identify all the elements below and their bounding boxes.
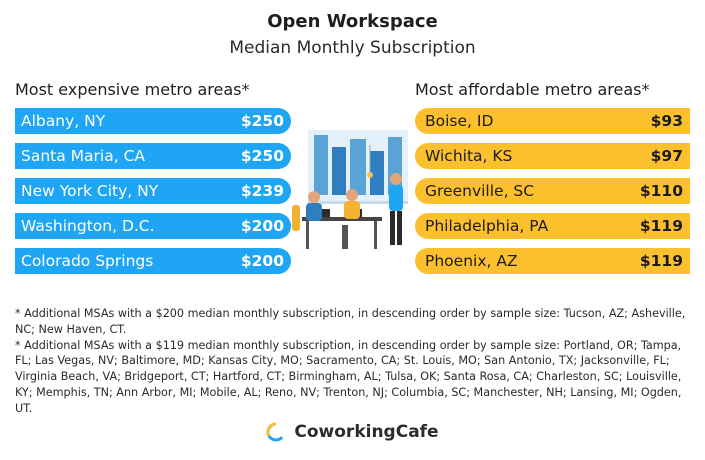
office-illustration bbox=[288, 125, 418, 255]
brand-footer: CoworkingCafe bbox=[0, 422, 705, 442]
affordable-bar: Boise, ID $93 bbox=[415, 108, 690, 134]
affordable-bar-value: $119 bbox=[639, 217, 683, 235]
affordable-bar-list: Boise, ID $93 Wichita, KS $97 Greenville, SC… bbox=[415, 108, 690, 283]
expensive-bar-list: Albany, NY $250 Santa Maria, CA $250 New Yor… bbox=[15, 108, 291, 283]
affordable-bar-label: Boise, ID bbox=[425, 112, 494, 130]
brand-name: CoworkingCafe bbox=[294, 422, 439, 442]
affordable-bar-label: Phoenix, AZ bbox=[425, 252, 518, 270]
expensive-bar-label: Colorado Springs bbox=[21, 252, 154, 270]
expensive-bar-value: $200 bbox=[240, 217, 284, 235]
affordable-bar-value: $110 bbox=[639, 182, 683, 200]
coworkingcafe-logo-icon bbox=[266, 422, 286, 442]
footnote-1: * Additional MSAs with a $200 median mon… bbox=[15, 307, 686, 336]
expensive-bar-value: $239 bbox=[240, 182, 284, 200]
expensive-bar-label: New York City, NY bbox=[21, 182, 159, 200]
affordable-bar: Greenville, SC $110 bbox=[415, 178, 690, 204]
expensive-bar: Albany, NY $250 bbox=[15, 108, 291, 134]
expensive-bar-label: Albany, NY bbox=[21, 112, 106, 130]
expensive-bar-value: $200 bbox=[240, 252, 284, 270]
footnote-2: * Additional MSAs with a $119 median mon… bbox=[15, 338, 682, 415]
affordable-bar-label: Philadelphia, PA bbox=[425, 217, 549, 235]
expensive-bar: New York City, NY $239 bbox=[15, 178, 291, 204]
affordable-bar: Wichita, KS $97 bbox=[415, 143, 690, 169]
footnotes: * Additional MSAs with a $200 median mon… bbox=[15, 306, 695, 417]
affordable-bar: Phoenix, AZ $119 bbox=[415, 248, 690, 274]
expensive-bar: Washington, D.C. $200 bbox=[15, 213, 291, 239]
chart-subtitle: Median Monthly Subscription bbox=[229, 38, 476, 58]
expensive-bar-value: $250 bbox=[240, 112, 284, 130]
expensive-bar-label: Washington, D.C. bbox=[21, 217, 155, 235]
expensive-bar: Santa Maria, CA $250 bbox=[15, 143, 291, 169]
expensive-bar: Colorado Springs $200 bbox=[15, 248, 291, 274]
affordable-heading: Most affordable metro areas* bbox=[415, 80, 650, 99]
chart-title: Open Workspace bbox=[267, 11, 438, 32]
affordable-bar: Philadelphia, PA $119 bbox=[415, 213, 690, 239]
expensive-bar-value: $250 bbox=[240, 147, 284, 165]
affordable-bar-value: $93 bbox=[650, 112, 683, 130]
expensive-bar-label: Santa Maria, CA bbox=[21, 147, 145, 165]
affordable-bar-value: $119 bbox=[639, 252, 683, 270]
affordable-bar-label: Wichita, KS bbox=[425, 147, 513, 165]
affordable-bar-value: $97 bbox=[650, 147, 683, 165]
expensive-heading: Most expensive metro areas* bbox=[15, 80, 250, 99]
affordable-bar-label: Greenville, SC bbox=[425, 182, 535, 200]
